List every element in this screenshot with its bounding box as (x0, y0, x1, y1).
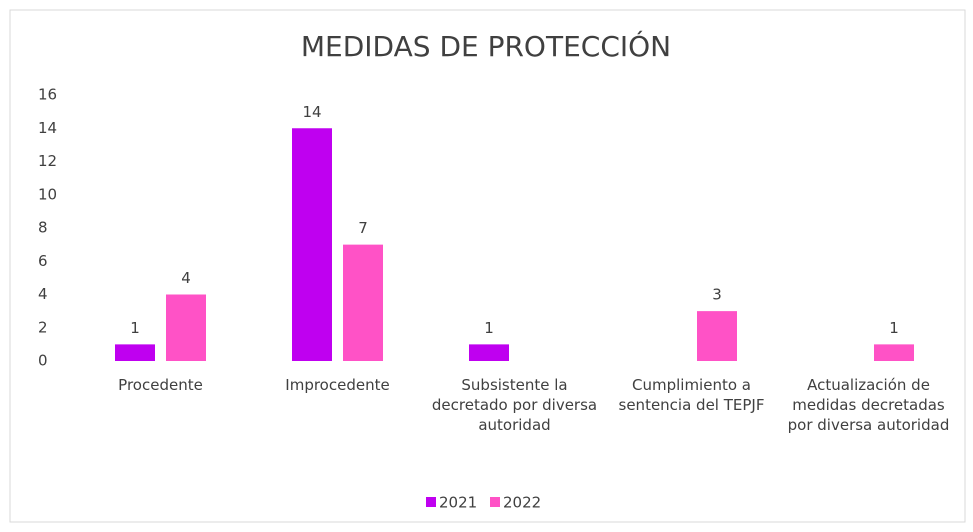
y-tick-label: 0 (38, 352, 48, 370)
legend-swatch (426, 497, 436, 507)
legend-label: 2022 (503, 494, 541, 512)
data-label: 4 (181, 269, 191, 287)
data-label: 7 (358, 219, 368, 237)
y-tick-label: 2 (38, 318, 48, 336)
x-tick-label: Actualización de medidas decretadas por … (787, 376, 950, 434)
bar (166, 294, 206, 361)
bar (874, 344, 914, 361)
x-tick-label: Cumplimiento a sentencia del TEPJF (618, 376, 765, 414)
bar (697, 311, 737, 361)
chart-frame (9, 9, 966, 523)
y-tick-label: 12 (38, 152, 57, 170)
bar (292, 128, 332, 361)
x-tick-label: Procedente (118, 376, 203, 394)
y-tick-label: 14 (38, 119, 57, 137)
data-label: 3 (712, 286, 722, 304)
x-tick-label: Improcedente (285, 376, 390, 394)
data-label: 1 (889, 319, 899, 337)
legend-label: 2021 (439, 494, 477, 512)
y-tick-label: 6 (38, 252, 48, 270)
data-label: 1 (484, 319, 494, 337)
y-tick-label: 8 (38, 219, 48, 237)
bar (469, 344, 509, 361)
bar (115, 344, 155, 361)
y-tick-label: 4 (38, 285, 48, 303)
chart-title: MEDIDAS DE PROTECCIÓN (301, 29, 671, 63)
y-tick-label: 10 (38, 185, 57, 203)
data-label: 14 (302, 103, 321, 121)
x-tick-label: Subsistente la decretado por diversa aut… (431, 376, 598, 434)
y-tick-label: 16 (38, 86, 57, 104)
data-label: 1 (130, 319, 140, 337)
bar (343, 244, 383, 361)
legend-swatch (490, 497, 500, 507)
